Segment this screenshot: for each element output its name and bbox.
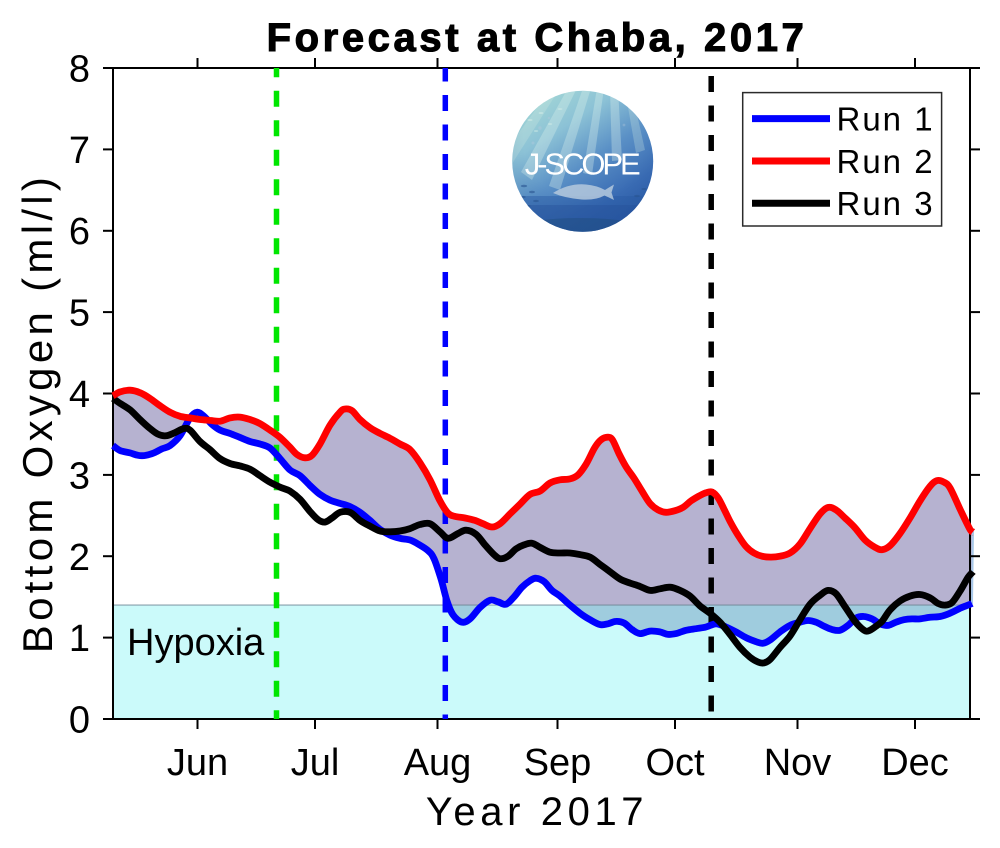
svg-text:Aug: Aug [404, 742, 472, 784]
svg-text:Jul: Jul [291, 742, 340, 784]
svg-text:5: 5 [69, 293, 90, 335]
svg-text:6: 6 [69, 211, 90, 253]
svg-text:Run 1: Run 1 [837, 100, 935, 137]
svg-text:Oct: Oct [645, 742, 705, 784]
svg-text:2: 2 [69, 537, 90, 579]
svg-text:8: 8 [69, 49, 90, 91]
svg-text:7: 7 [69, 130, 90, 172]
svg-text:Bottom Oxygen (ml/l): Bottom Oxygen (ml/l) [14, 173, 61, 653]
svg-text:Hypoxia: Hypoxia [127, 622, 265, 664]
svg-text:3: 3 [69, 455, 90, 497]
svg-text:Dec: Dec [881, 742, 949, 784]
svg-text:Forecast at Chaba, 2017: Forecast at Chaba, 2017 [267, 16, 808, 60]
svg-text:0: 0 [69, 700, 90, 742]
svg-text:4: 4 [69, 374, 90, 416]
svg-text:Year 2017: Year 2017 [426, 790, 648, 834]
svg-text:J-SCOPE: J-SCOPE [525, 147, 641, 182]
svg-text:Nov: Nov [764, 742, 832, 784]
svg-text:Sep: Sep [524, 742, 592, 784]
svg-text:Jun: Jun [167, 742, 228, 784]
svg-text:Run 2: Run 2 [837, 143, 935, 180]
svg-text:1: 1 [69, 618, 90, 660]
svg-text:Run 3: Run 3 [837, 185, 935, 222]
